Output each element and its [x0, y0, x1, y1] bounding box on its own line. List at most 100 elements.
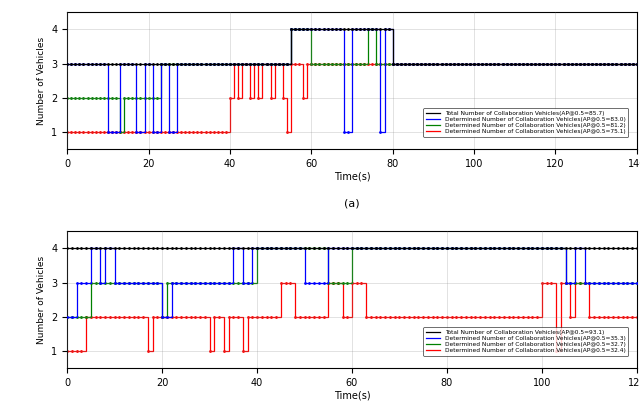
Determined Number of Collaboration Vehicles(AP@0.5=32.4) [324, 315, 332, 319]
Determined Number of Collaboration Vehicles(AP@0.5=32.4) [211, 348, 218, 353]
Determined Number of Collaboration Vehicles(AP@0.5=35.3) [168, 280, 175, 285]
Determined Number of Collaboration Vehicles(AP@0.5=83.0) [132, 130, 140, 135]
Determined Number of Collaboration Vehicles(AP@0.5=83.0) [348, 27, 356, 32]
Y-axis label: Number of Vehicles: Number of Vehicles [36, 37, 45, 125]
Determined Number of Collaboration Vehicles(AP@0.5=32.4) [362, 315, 370, 319]
Determined Number of Collaboration Vehicles(AP@0.5=32.4) [291, 315, 299, 319]
Determined Number of Collaboration Vehicles(AP@0.5=32.7) [87, 315, 95, 319]
Determined Number of Collaboration Vehicles(AP@0.5=81.2) [372, 27, 380, 32]
Determined Number of Collaboration Vehicles(AP@0.5=81.2) [364, 27, 372, 32]
Determined Number of Collaboration Vehicles(AP@0.5=75.1) [226, 95, 234, 100]
Determined Number of Collaboration Vehicles(AP@0.5=32.4) [220, 315, 228, 319]
Determined Number of Collaboration Vehicles(AP@0.5=32.4) [348, 315, 356, 319]
Determined Number of Collaboration Vehicles(AP@0.5=32.7) [348, 246, 356, 251]
Total Number of Collaboration Vehicles(AP@0.5=85.7) [63, 61, 71, 66]
Determined Number of Collaboration Vehicles(AP@0.5=83.0) [173, 61, 181, 66]
Determined Number of Collaboration Vehicles(AP@0.5=32.4) [552, 280, 560, 285]
Determined Number of Collaboration Vehicles(AP@0.5=35.3) [63, 315, 71, 319]
Determined Number of Collaboration Vehicles(AP@0.5=83.0) [348, 130, 356, 135]
Determined Number of Collaboration Vehicles(AP@0.5=75.1) [303, 61, 311, 66]
Determined Number of Collaboration Vehicles(AP@0.5=75.1) [255, 61, 262, 66]
Determined Number of Collaboration Vehicles(AP@0.5=75.1) [238, 95, 246, 100]
Determined Number of Collaboration Vehicles(AP@0.5=81.2) [120, 130, 128, 135]
Determined Number of Collaboration Vehicles(AP@0.5=81.2) [116, 130, 124, 135]
Determined Number of Collaboration Vehicles(AP@0.5=35.3) [97, 246, 104, 251]
Determined Number of Collaboration Vehicles(AP@0.5=35.3) [111, 246, 118, 251]
Line: Determined Number of Collaboration Vehicles(AP@0.5=83.0): Determined Number of Collaboration Vehic… [67, 29, 637, 132]
Determined Number of Collaboration Vehicles(AP@0.5=32.7) [324, 246, 332, 251]
Determined Number of Collaboration Vehicles(AP@0.5=81.2) [372, 61, 380, 66]
Determined Number of Collaboration Vehicles(AP@0.5=83.0) [381, 130, 388, 135]
Determined Number of Collaboration Vehicles(AP@0.5=83.0) [157, 61, 164, 66]
Determined Number of Collaboration Vehicles(AP@0.5=32.7) [158, 315, 166, 319]
Determined Number of Collaboration Vehicles(AP@0.5=35.3) [97, 280, 104, 285]
Line: Determined Number of Collaboration Vehicles(AP@0.5=35.3): Determined Number of Collaboration Vehic… [67, 248, 637, 317]
Determined Number of Collaboration Vehicles(AP@0.5=35.3) [230, 246, 237, 251]
Determined Number of Collaboration Vehicles(AP@0.5=75.1) [267, 95, 275, 100]
Determined Number of Collaboration Vehicles(AP@0.5=83.0) [148, 130, 156, 135]
Determined Number of Collaboration Vehicles(AP@0.5=75.1) [287, 130, 295, 135]
Legend: Total Number of Collaboration Vehicles(AP@0.5=85.7), Determined Number of Collab: Total Number of Collaboration Vehicles(A… [424, 108, 628, 137]
Determined Number of Collaboration Vehicles(AP@0.5=32.7) [253, 280, 261, 285]
Line: Determined Number of Collaboration Vehicles(AP@0.5=32.7): Determined Number of Collaboration Vehic… [67, 248, 637, 317]
Total Number of Collaboration Vehicles(AP@0.5=85.7) [287, 61, 295, 66]
X-axis label: Time(s): Time(s) [333, 172, 371, 182]
Determined Number of Collaboration Vehicles(AP@0.5=32.4) [324, 280, 332, 285]
Determined Number of Collaboration Vehicles(AP@0.5=35.3) [301, 280, 308, 285]
Line: Total Number of Collaboration Vehicles(AP@0.5=85.7): Total Number of Collaboration Vehicles(A… [67, 29, 637, 63]
Determined Number of Collaboration Vehicles(AP@0.5=75.1) [230, 95, 238, 100]
Determined Number of Collaboration Vehicles(AP@0.5=75.1) [283, 130, 291, 135]
Determined Number of Collaboration Vehicles(AP@0.5=32.4) [348, 280, 356, 285]
Determined Number of Collaboration Vehicles(AP@0.5=32.4) [586, 280, 593, 285]
Determined Number of Collaboration Vehicles(AP@0.5=35.3) [572, 280, 579, 285]
Determined Number of Collaboration Vehicles(AP@0.5=32.7) [253, 246, 261, 251]
Determined Number of Collaboration Vehicles(AP@0.5=32.7) [633, 280, 640, 285]
Determined Number of Collaboration Vehicles(AP@0.5=32.4) [205, 315, 213, 319]
Determined Number of Collaboration Vehicles(AP@0.5=35.3) [324, 246, 332, 251]
Determined Number of Collaboration Vehicles(AP@0.5=75.1) [633, 61, 640, 66]
Determined Number of Collaboration Vehicles(AP@0.5=75.1) [255, 95, 262, 100]
Determined Number of Collaboration Vehicles(AP@0.5=35.3) [158, 315, 166, 319]
Determined Number of Collaboration Vehicles(AP@0.5=75.1) [230, 61, 238, 66]
Determined Number of Collaboration Vehicles(AP@0.5=32.4) [362, 280, 370, 285]
Determined Number of Collaboration Vehicles(AP@0.5=35.3) [73, 315, 81, 319]
Determined Number of Collaboration Vehicles(AP@0.5=81.2) [633, 61, 640, 66]
Determined Number of Collaboration Vehicles(AP@0.5=35.3) [73, 280, 81, 285]
Determined Number of Collaboration Vehicles(AP@0.5=83.0) [165, 130, 173, 135]
Text: (a): (a) [344, 198, 360, 209]
Determined Number of Collaboration Vehicles(AP@0.5=81.2) [287, 27, 295, 32]
Determined Number of Collaboration Vehicles(AP@0.5=32.4) [277, 280, 285, 285]
Determined Number of Collaboration Vehicles(AP@0.5=83.0) [340, 130, 348, 135]
Determined Number of Collaboration Vehicles(AP@0.5=35.3) [168, 315, 175, 319]
X-axis label: Time(s): Time(s) [333, 391, 371, 400]
Determined Number of Collaboration Vehicles(AP@0.5=75.1) [250, 95, 258, 100]
Determined Number of Collaboration Vehicles(AP@0.5=32.4) [291, 280, 299, 285]
Determined Number of Collaboration Vehicles(AP@0.5=83.0) [287, 61, 295, 66]
Determined Number of Collaboration Vehicles(AP@0.5=75.1) [267, 61, 275, 66]
Determined Number of Collaboration Vehicles(AP@0.5=32.7) [348, 280, 356, 285]
Total Number of Collaboration Vehicles(AP@0.5=85.7) [287, 27, 295, 32]
Total Number of Collaboration Vehicles(AP@0.5=85.7) [633, 61, 640, 66]
Determined Number of Collaboration Vehicles(AP@0.5=35.3) [562, 246, 570, 251]
Determined Number of Collaboration Vehicles(AP@0.5=75.1) [279, 95, 287, 100]
Determined Number of Collaboration Vehicles(AP@0.5=83.0) [165, 61, 173, 66]
Determined Number of Collaboration Vehicles(AP@0.5=83.0) [148, 61, 156, 66]
Determined Number of Collaboration Vehicles(AP@0.5=35.3) [580, 280, 588, 285]
Determined Number of Collaboration Vehicles(AP@0.5=83.0) [381, 27, 388, 32]
Determined Number of Collaboration Vehicles(AP@0.5=32.4) [244, 348, 252, 353]
Determined Number of Collaboration Vehicles(AP@0.5=75.1) [303, 95, 311, 100]
Determined Number of Collaboration Vehicles(AP@0.5=32.4) [572, 315, 579, 319]
Determined Number of Collaboration Vehicles(AP@0.5=81.2) [63, 95, 71, 100]
Determined Number of Collaboration Vehicles(AP@0.5=83.0) [141, 61, 148, 66]
Determined Number of Collaboration Vehicles(AP@0.5=35.3) [301, 246, 308, 251]
Determined Number of Collaboration Vehicles(AP@0.5=32.4) [83, 348, 90, 353]
Determined Number of Collaboration Vehicles(AP@0.5=35.3) [580, 246, 588, 251]
Determined Number of Collaboration Vehicles(AP@0.5=83.0) [141, 130, 148, 135]
Determined Number of Collaboration Vehicles(AP@0.5=32.4) [205, 348, 213, 353]
Determined Number of Collaboration Vehicles(AP@0.5=75.1) [279, 61, 287, 66]
Determined Number of Collaboration Vehicles(AP@0.5=75.1) [63, 130, 71, 135]
Determined Number of Collaboration Vehicles(AP@0.5=83.0) [287, 27, 295, 32]
Determined Number of Collaboration Vehicles(AP@0.5=32.4) [566, 280, 574, 285]
Determined Number of Collaboration Vehicles(AP@0.5=83.0) [104, 130, 112, 135]
Determined Number of Collaboration Vehicles(AP@0.5=32.4) [244, 315, 252, 319]
